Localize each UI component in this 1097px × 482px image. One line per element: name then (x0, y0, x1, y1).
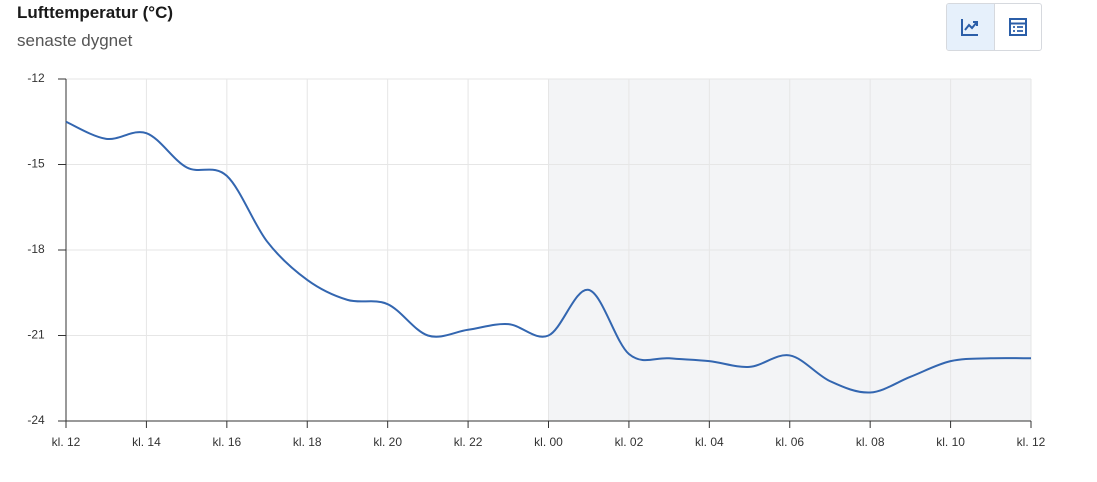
x-tick-label: kl. 04 (695, 435, 724, 449)
y-tick-label: -24 (27, 413, 45, 427)
y-tick-label: -21 (27, 328, 45, 342)
x-tick-label: kl. 06 (775, 435, 804, 449)
chart-view-button[interactable] (947, 4, 995, 50)
chart-subtitle: senaste dygnet (17, 31, 133, 50)
x-tick-label: kl. 18 (293, 435, 322, 449)
x-tick-label: kl. 14 (132, 435, 161, 449)
x-tick-label: kl. 12 (1017, 435, 1046, 449)
x-tick-label: kl. 00 (534, 435, 563, 449)
y-tick-label: -18 (27, 242, 45, 256)
view-toggle (946, 3, 1042, 51)
chart-title: Lufttemperatur (°C) (17, 3, 174, 22)
table-view-button[interactable] (995, 4, 1042, 50)
y-tick-label: -12 (27, 71, 45, 85)
x-tick-label: kl. 02 (615, 435, 644, 449)
x-tick-label: kl. 22 (454, 435, 483, 449)
y-tick-label: -15 (27, 157, 45, 171)
x-tick-label: kl. 08 (856, 435, 885, 449)
chart-icon (961, 19, 979, 36)
line (65, 120, 1032, 394)
x-tick-label: kl. 12 (52, 435, 81, 449)
x-tick-label: kl. 20 (373, 435, 402, 449)
table-icon (1008, 18, 1027, 36)
x-tick-label: kl. 16 (212, 435, 241, 449)
x-tick-label: kl. 10 (936, 435, 965, 449)
